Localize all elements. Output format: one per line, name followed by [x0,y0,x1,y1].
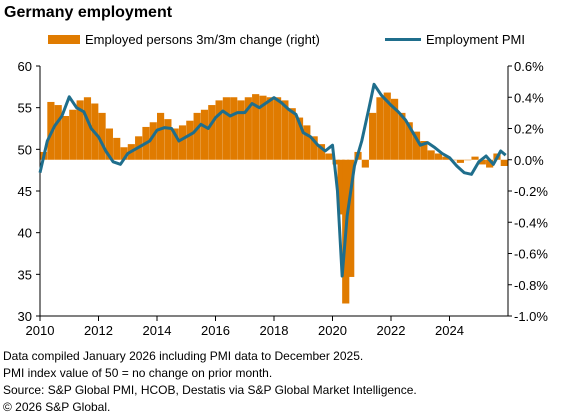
employment-change-bar [295,117,304,160]
employment-change-bar [237,100,245,160]
left-tick-label: 55 [18,101,32,116]
employment-change-bar [252,94,260,160]
left-tick-label: 35 [18,267,32,282]
employment-change-bar [98,112,106,160]
employment-change-bar [478,159,486,165]
employment-change-bar [361,159,369,168]
employment-change-bar [157,112,165,160]
employment-change-bar [332,159,340,165]
bar-series [40,92,508,304]
employment-change-bar [376,97,384,160]
legend: Employed persons 3m/3m change (right) Em… [0,32,571,50]
right-tick-label: -0.4% [514,215,548,230]
right-tick-label: -0.6% [514,247,548,262]
footnote-data: Data compiled January 2026 including PMI… [3,349,364,363]
employment-change-bar [186,120,194,160]
employment-change-bar [427,150,435,160]
employment-change-bar [405,122,413,160]
right-tick-label: 0.4% [514,90,544,105]
employment-change-bar [61,116,70,160]
left-tick-label: 40 [18,226,32,241]
employment-change-bar [281,100,289,160]
left-axis-ticks: 30 35 40 45 50 55 60 [18,59,40,324]
employment-change-bar [369,112,377,160]
right-tick-label: 0.2% [514,122,544,137]
pmi-line [38,82,507,278]
employment-change-bar [274,97,282,160]
employment-change-bar [83,97,92,160]
employment-change-bar [398,112,406,160]
x-tick-label: 2018 [260,323,289,338]
employment-change-bar [317,144,326,160]
employment-change-bar [486,159,494,168]
legend-bar-swatch [48,35,80,44]
legend-line-label: Employment PMI [426,32,525,47]
footnote-pmi: PMI index value of 50 = no change on pri… [3,366,273,380]
employment-change-bar [442,156,450,160]
employment-change-bar [412,131,421,160]
employment-change-bar [347,159,355,277]
employment-change-bar [266,97,274,160]
employment-change-bar [464,159,472,161]
employment-change-bar [171,128,179,160]
employment-change-bar [120,147,128,160]
legend-item-bar: Employed persons 3m/3m change (right) [48,32,320,47]
employment-change-bar [222,97,230,160]
right-tick-label: 0.6% [514,59,544,74]
employment-change-bar [230,97,238,160]
right-tick-label: 0.0% [514,153,544,168]
employment-change-bar [76,100,84,160]
employment-change-bar [456,159,464,163]
employment-change-bar [178,125,187,160]
x-tick-label: 2022 [377,323,406,338]
left-tick-label: 60 [18,59,32,74]
employment-change-bar [303,125,311,160]
employment-change-bar [500,159,508,166]
employment-change-bar [325,153,333,160]
right-tick-label: -0.8% [514,278,548,293]
employment-change-bar [193,112,201,160]
employment-change-bar [337,159,345,215]
employment-change-bar [391,98,399,160]
footnote-source: Source: S&P Global PMI, HCOB, Destatis v… [3,383,417,397]
employment-change-bar [215,100,223,160]
x-tick-label: 2012 [84,323,113,338]
x-tick-label: 2016 [201,323,230,338]
employment-change-bar [105,128,113,160]
x-axis-ticks: 2010 2012 2014 2016 2018 2020 2022 2024 [26,316,464,338]
left-tick-label: 30 [18,309,32,324]
employment-change-bar [113,137,121,160]
employment-change-bar [69,109,77,160]
employment-change-bar [471,156,479,160]
employment-change-bar [164,119,172,160]
x-tick-label: 2010 [26,323,55,338]
legend-bar-label: Employed persons 3m/3m change (right) [85,32,320,47]
employment-change-bar [420,141,428,160]
x-tick-label: 2024 [435,323,464,338]
right-tick-label: -0.2% [514,184,548,199]
employment-change-bar [208,105,216,160]
left-tick-label: 50 [18,142,32,157]
employment-change-bar [200,109,209,160]
footnote-copyright: © 2026 S&P Global. [3,400,111,414]
employment-change-bar [54,105,62,160]
employment-change-bar [434,153,443,160]
x-tick-label: 2020 [318,323,347,338]
right-axis-ticks: -1.0% -0.8% -0.6% -0.4% -0.2% 0.0% 0.2% 0.4% 0.6… [508,59,548,324]
legend-item-line: Employment PMI [385,32,525,47]
employment-change-bar [259,95,267,160]
employment-change-bar [310,136,318,160]
x-tick-label: 2014 [143,323,172,338]
legend-line-swatch [385,38,421,41]
employment-change-bar [383,92,391,160]
chart-title: Germany employment [4,4,173,21]
employment-change-bar [288,108,296,160]
employment-change-bar [149,122,157,160]
left-tick-label: 45 [18,184,32,199]
employment-change-bar [244,97,252,160]
right-tick-label: -1.0% [514,309,548,324]
